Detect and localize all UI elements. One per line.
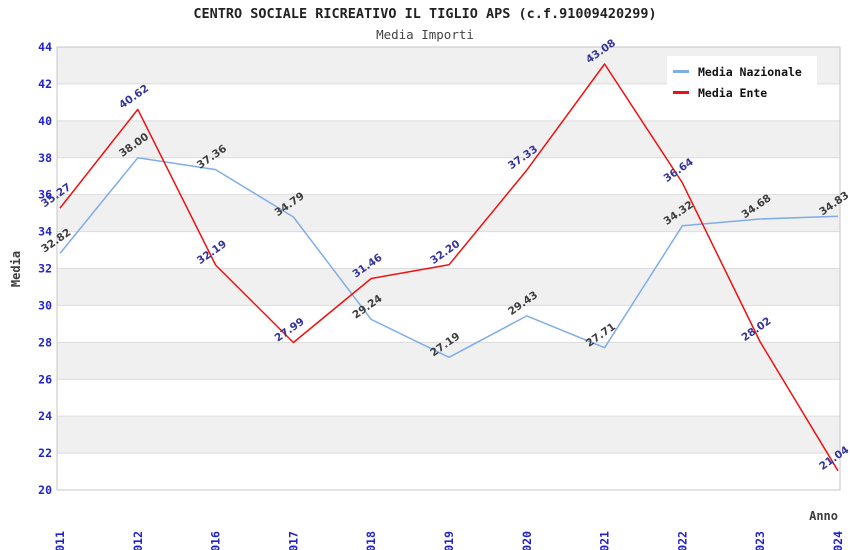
plot-band-gray [57, 342, 840, 380]
y-tick-label: 24 [38, 409, 52, 423]
x-tick-label: 2023 [753, 531, 767, 550]
y-tick-label: 20 [38, 483, 52, 497]
legend-label-ente: Media Ente [698, 85, 768, 100]
legend-item-media-ente: Media Ente [673, 82, 813, 103]
x-tick-label: 2016 [209, 531, 223, 550]
x-tick-label: 2017 [286, 531, 300, 550]
x-tick-label: 2020 [520, 531, 534, 550]
x-tick-label: 2024 [831, 531, 845, 550]
y-tick-label: 40 [38, 114, 52, 128]
x-tick-label: 2012 [131, 531, 145, 550]
x-tick-label: 2019 [442, 531, 456, 550]
y-tick-label: 32 [38, 262, 52, 276]
y-axis-title: Media [9, 251, 23, 287]
chart-subtitle: Media Importi [376, 27, 474, 42]
y-tick-label: 22 [38, 446, 52, 460]
x-tick-label: 2011 [53, 531, 67, 550]
y-tick-label: 36 [38, 188, 52, 202]
series-line-media-nazionale [59, 157, 839, 359]
legend-label-nazionale: Media Nazionale [698, 64, 802, 79]
y-tick-label: 28 [38, 335, 52, 349]
plot-band-white [57, 379, 840, 417]
series-line-media-ente [59, 63, 839, 472]
x-axis-title: Anno [809, 509, 838, 523]
plot-band-white [57, 453, 840, 490]
legend-item-media-nazionale: Media Nazionale [673, 61, 813, 82]
legend-swatch-nazionale-icon [673, 70, 689, 73]
y-tick-label: 38 [38, 151, 52, 165]
plot-band-gray [57, 268, 840, 306]
legend: Media Nazionale Media Ente [667, 56, 817, 108]
plot-band-white [57, 305, 840, 343]
y-tick-label: 26 [38, 372, 52, 386]
plot-band-white [57, 157, 840, 195]
y-tick-label: 42 [38, 77, 52, 91]
y-tick-label: 30 [38, 298, 52, 312]
plot-band-gray [57, 416, 840, 454]
x-tick-label: 2018 [364, 531, 378, 550]
y-tick-label: 34 [38, 225, 52, 239]
y-tick-label: 44 [38, 40, 52, 54]
x-tick-label: 2021 [598, 531, 612, 550]
chart-title: CENTRO SOCIALE RICREATIVO IL TIGLIO APS … [193, 6, 657, 22]
plot-band-gray [57, 120, 840, 158]
plot-border [56, 46, 841, 491]
x-tick-label: 2022 [675, 531, 689, 550]
plot-band-gray [57, 194, 840, 232]
legend-swatch-ente-icon [673, 91, 689, 94]
